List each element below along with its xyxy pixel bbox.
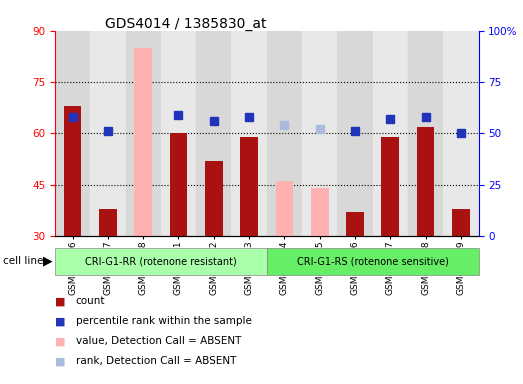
Bar (443, 31, 479, 236)
Text: percentile rank within the sample: percentile rank within the sample (76, 316, 252, 326)
Bar (337, 31, 372, 236)
Text: ■: ■ (55, 296, 65, 306)
Bar (231, 31, 267, 236)
Text: CRI-G1-RS (rotenone sensitive): CRI-G1-RS (rotenone sensitive) (297, 256, 449, 266)
Text: count: count (76, 296, 105, 306)
Text: value, Detection Call = ABSENT: value, Detection Call = ABSENT (76, 336, 241, 346)
Bar (372, 31, 408, 236)
Bar (55, 31, 90, 236)
Bar (64, 106, 82, 236)
Bar (311, 188, 328, 236)
Text: CRI-G1-RR (rotenone resistant): CRI-G1-RR (rotenone resistant) (85, 256, 237, 266)
Bar (99, 209, 117, 236)
Text: ▶: ▶ (43, 255, 52, 268)
Bar (126, 31, 161, 236)
Bar (346, 212, 364, 236)
Text: ■: ■ (55, 356, 65, 366)
Bar (240, 137, 258, 236)
Text: ■: ■ (55, 316, 65, 326)
Bar (267, 31, 302, 236)
Bar (90, 31, 126, 236)
Bar (452, 209, 470, 236)
Bar (276, 181, 293, 236)
Text: rank, Detection Call = ABSENT: rank, Detection Call = ABSENT (76, 356, 236, 366)
Bar (408, 31, 443, 236)
Bar (205, 161, 223, 236)
Bar (267, 248, 479, 275)
Bar (161, 31, 196, 236)
Bar (196, 31, 231, 236)
Bar (381, 137, 399, 236)
Text: cell line: cell line (3, 256, 43, 266)
Bar (302, 31, 337, 236)
Text: ■: ■ (55, 336, 65, 346)
Bar (134, 48, 152, 236)
Bar (169, 134, 187, 236)
Bar (55, 248, 267, 275)
Text: GDS4014 / 1385830_at: GDS4014 / 1385830_at (105, 17, 266, 31)
Bar (417, 127, 435, 236)
